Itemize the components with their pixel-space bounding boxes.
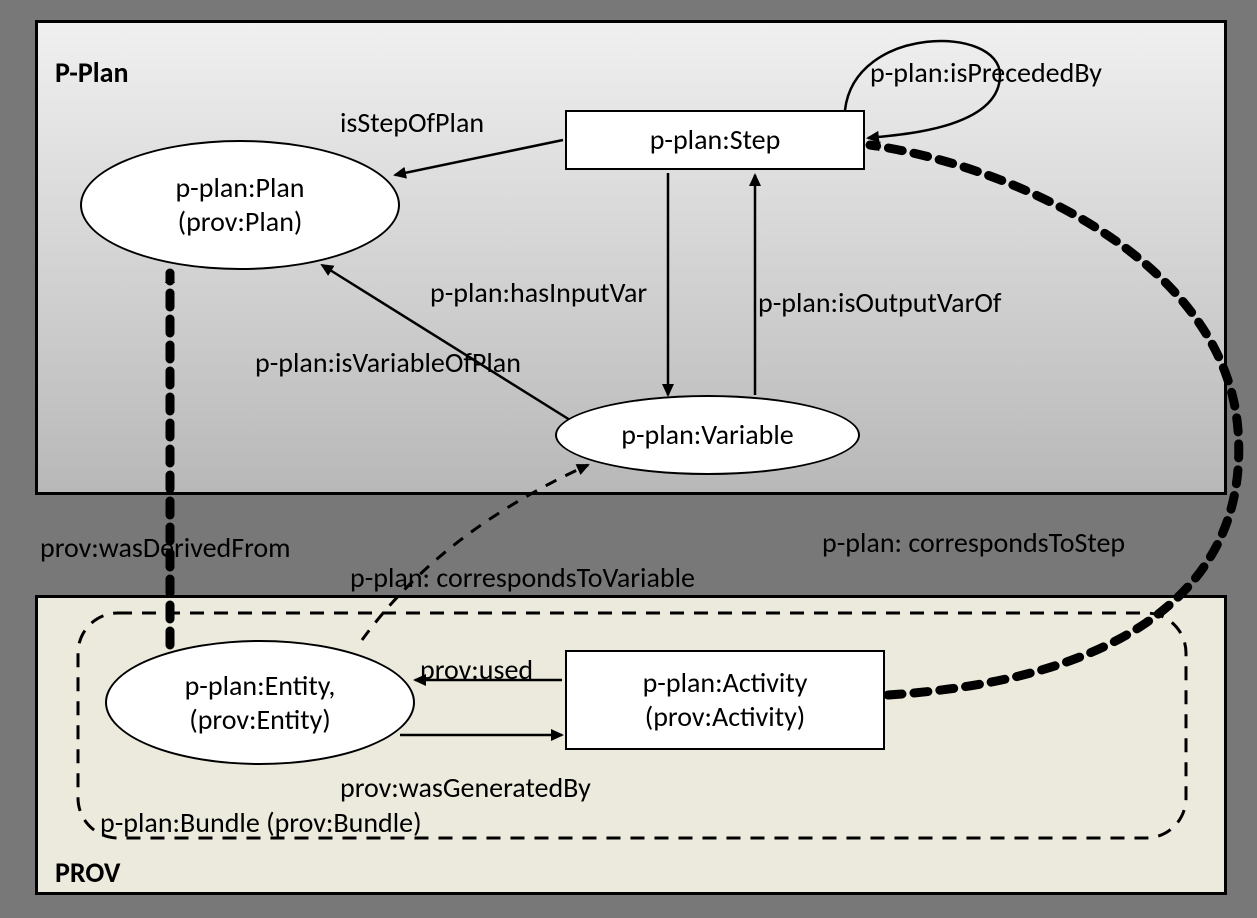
node-plan: p-plan:Plan (prov:Plan) — [80, 140, 400, 270]
node-plan-line1: p-plan:Plan — [175, 170, 304, 205]
node-step-line1: p-plan:Step — [650, 123, 781, 157]
label-isStepOfPlan: isStepOfPlan — [340, 105, 484, 140]
label-used: prov:used — [420, 652, 533, 687]
node-variable: p-plan:Variable — [555, 395, 860, 475]
label-isOutputVarOf: p-plan:isOutputVarOf — [758, 285, 1001, 320]
node-entity: p-plan:Entity, (prov:Entity) — [105, 640, 415, 765]
label-isVariableOfPlan: p-plan:isVariableOfPlan — [255, 345, 521, 380]
label-hasInputVar: p-plan:hasInputVar — [430, 275, 647, 310]
node-variable-line1: p-plan:Variable — [621, 418, 793, 452]
node-entity-line1: p-plan:Entity, — [185, 668, 336, 703]
label-isPrecededBy: p-plan:isPrecededBy — [870, 55, 1102, 90]
label-wasDerivedFrom: prov:wasDerivedFrom — [40, 530, 291, 565]
node-step: p-plan:Step — [565, 110, 865, 170]
label-correspondsToVariable: p-plan: correspondsToVariable — [350, 560, 695, 595]
node-activity: p-plan:Activity (prov:Activity) — [565, 650, 885, 750]
node-activity-line1: p-plan:Activity — [643, 665, 808, 700]
node-entity-line2: (prov:Entity) — [189, 702, 331, 737]
label-correspondsToStep: p-plan: correspondsToStep — [822, 525, 1125, 560]
node-activity-line2: (prov:Activity) — [645, 699, 806, 734]
label-wasGeneratedBy: prov:wasGeneratedBy — [340, 770, 591, 805]
prov-label: PROV — [55, 855, 120, 890]
node-plan-line2: (prov:Plan) — [178, 204, 303, 239]
pplan-label: P-Plan — [55, 55, 129, 90]
bundle-label: p-plan:Bundle (prov:Bundle) — [100, 805, 422, 840]
